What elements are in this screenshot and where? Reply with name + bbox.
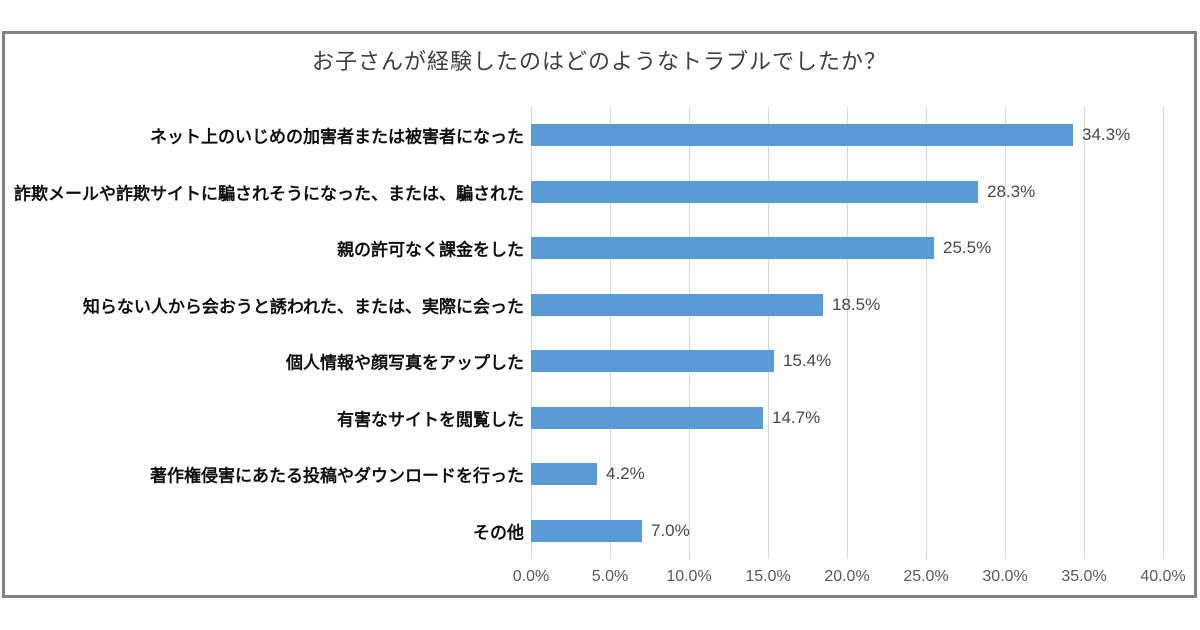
category-label: ネット上のいじめの加害者または被害者になった xyxy=(150,127,524,147)
value-label: 7.0% xyxy=(651,521,690,540)
x-axis-tick-label: 5.0% xyxy=(591,568,629,585)
chart-frame: お子さんが経験したのはどのようなトラブルでしたか？ 34.3% 28.3% 25.5… xyxy=(2,31,1197,598)
x-axis-tick-label: 35.0% xyxy=(1061,568,1107,585)
category-label: 知らない人から会おうと誘われた、または、実際に会った xyxy=(82,297,524,317)
bar xyxy=(531,237,934,259)
value-label: 14.7% xyxy=(772,408,821,427)
bar xyxy=(531,181,978,203)
gridline xyxy=(768,107,769,559)
category-label: 著作権侵害にあたる投稿やダウンロードを行った xyxy=(150,466,524,486)
chart-title: お子さんが経験したのはどのようなトラブルでしたか？ xyxy=(311,49,887,74)
category-label: 有害なサイトを閲覧した xyxy=(337,410,524,430)
category-label: 詐欺メールや詐欺サイトに騙されそうになった、または、騙された xyxy=(14,184,524,204)
x-axis-tick-label: 10.0% xyxy=(666,568,712,585)
bar xyxy=(531,294,823,316)
x-axis-tick-label: 0.0% xyxy=(512,568,550,585)
x-axis-tick-label: 20.0% xyxy=(824,568,870,585)
x-axis-tick-label: 15.0% xyxy=(745,568,791,585)
value-label: 18.5% xyxy=(832,295,881,314)
bar xyxy=(531,124,1073,146)
value-label: 15.4% xyxy=(783,351,832,370)
bar xyxy=(531,463,597,485)
value-label: 34.3% xyxy=(1082,125,1131,144)
gridline xyxy=(531,107,532,559)
bar xyxy=(531,520,642,542)
category-label: 親の許可なく課金をした xyxy=(337,240,524,260)
gridline xyxy=(1163,107,1164,559)
gridline xyxy=(1084,107,1085,559)
value-label: 28.3% xyxy=(987,182,1036,201)
gridline xyxy=(610,107,611,559)
bar xyxy=(531,350,774,372)
gridline xyxy=(689,107,690,559)
x-axis-tick-label: 40.0% xyxy=(1140,568,1186,585)
plot-area: 34.3% 28.3% 25.5% 18.5% 15.4% 14.7% 4.2% 7.0% 0… xyxy=(513,107,1186,585)
gridline xyxy=(847,107,848,559)
gridline xyxy=(926,107,927,559)
category-label: その他 xyxy=(473,523,524,543)
x-axis-tick-label: 30.0% xyxy=(982,568,1028,585)
category-label: 個人情報や顔写真をアップした xyxy=(286,353,524,373)
bar xyxy=(531,407,763,429)
value-label: 25.5% xyxy=(943,238,992,257)
gridline xyxy=(1005,107,1006,559)
x-axis-tick-label: 25.0% xyxy=(903,568,949,585)
value-label: 4.2% xyxy=(606,464,645,483)
